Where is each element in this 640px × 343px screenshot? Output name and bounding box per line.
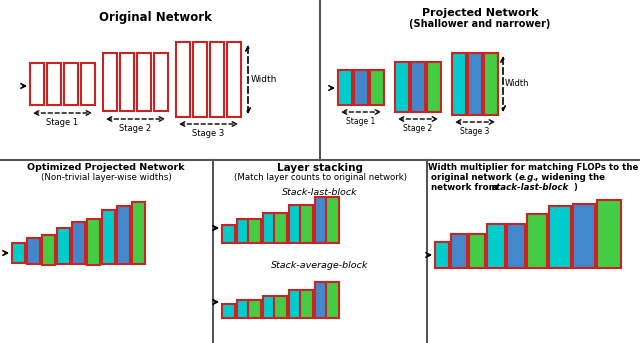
Bar [315,197,328,243]
Text: Projected Network: Projected Network [422,8,538,18]
Text: network from: network from [431,183,500,192]
Text: (Match layer counts to original network): (Match layer counts to original network) [234,173,406,182]
Text: Optimized Projected Network: Optimized Projected Network [27,163,185,172]
Bar [237,219,250,243]
Text: Stack-last-block: Stack-last-block [282,188,358,197]
Bar [338,70,352,105]
Text: Width multiplier for matching FLOPs to the: Width multiplier for matching FLOPs to t… [428,163,638,172]
Bar [354,70,368,105]
Bar [468,53,482,115]
Bar [237,300,250,318]
Bar [132,202,145,264]
Bar [47,63,61,105]
Bar [326,282,339,318]
Bar [72,222,85,264]
Text: Stage 1: Stage 1 [47,118,79,127]
Bar [370,70,384,105]
Bar [451,234,467,268]
Text: Width: Width [251,75,277,84]
Bar [64,63,78,105]
Text: ): ) [573,183,577,192]
Bar [103,53,117,111]
Text: stack-last-block: stack-last-block [492,183,569,192]
Bar [315,282,328,318]
Text: Stage 2: Stage 2 [403,124,433,133]
Bar [300,290,313,318]
Bar [137,53,151,111]
Bar [395,62,409,112]
Bar [102,210,115,264]
Bar [326,197,339,243]
Bar [248,219,261,243]
Bar [289,290,302,318]
Text: e.g.: e.g. [519,173,538,182]
Bar [573,204,595,268]
Text: original network (: original network ( [431,173,519,182]
Bar [597,200,621,268]
Bar [411,62,425,112]
Text: , widening the: , widening the [535,173,605,182]
Bar [193,42,207,117]
Bar [30,63,44,105]
Bar [176,42,190,117]
Text: Original Network: Original Network [99,11,211,24]
Bar [57,228,70,264]
Bar [210,42,224,117]
Bar [27,238,40,264]
Bar [549,206,571,268]
Bar [274,213,287,243]
Text: Stack-average-block: Stack-average-block [271,261,369,270]
Bar [289,205,302,243]
Bar [248,300,261,318]
Text: Layer stacking: Layer stacking [277,163,363,173]
Bar [222,225,235,243]
Bar [484,53,498,115]
Bar [427,62,441,112]
Bar [452,53,466,115]
Text: (Shallower and narrower): (Shallower and narrower) [410,19,550,29]
Bar [87,219,100,265]
Bar [300,205,313,243]
Bar [81,63,95,105]
Bar [274,296,287,318]
Text: Stage 3: Stage 3 [193,129,225,138]
Text: Stage 2: Stage 2 [120,124,152,133]
Bar [154,53,168,111]
Text: (Non-trivial layer-wise widths): (Non-trivial layer-wise widths) [40,173,172,182]
Text: Width: Width [505,80,529,88]
Bar [227,42,241,117]
Bar [469,234,485,268]
Bar [487,224,505,268]
Bar [117,206,130,264]
Bar [507,224,525,268]
Bar [120,53,134,111]
Bar [222,304,235,318]
Bar [527,214,547,268]
Bar [435,242,449,268]
Bar [263,213,276,243]
Bar [42,235,55,265]
Bar [263,296,276,318]
Text: Stage 3: Stage 3 [460,127,490,136]
Text: Stage 1: Stage 1 [346,117,376,126]
Bar [12,243,25,263]
